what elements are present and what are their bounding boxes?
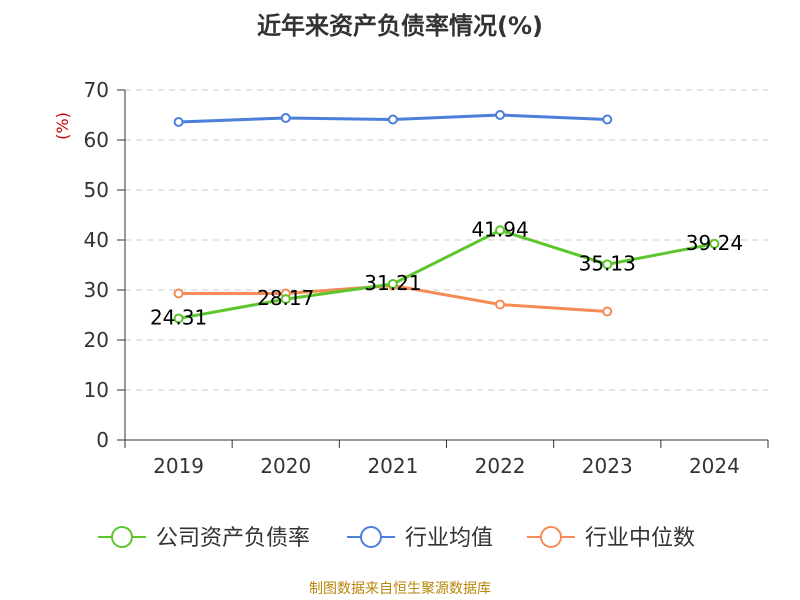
data-point — [602, 306, 613, 317]
data-point — [387, 114, 398, 125]
data-label: 35.13 — [579, 251, 636, 275]
data-label: 28.17 — [257, 286, 314, 310]
legend-marker — [111, 526, 133, 548]
y-tick-label: 0 — [96, 428, 109, 452]
legend-label: 公司资产负债率 — [156, 526, 310, 551]
x-tick-label: 2020 — [260, 454, 311, 478]
data-point — [173, 117, 184, 127]
y-tick-label: 30 — [84, 278, 109, 302]
y-tick-label: 40 — [84, 228, 109, 252]
data-label: 39.24 — [686, 231, 743, 255]
grid-lines — [125, 89, 768, 391]
x-tick-label: 2023 — [582, 454, 633, 478]
y-tick-label: 50 — [84, 178, 109, 202]
data-point — [280, 113, 291, 123]
data-points — [173, 110, 720, 324]
data-point — [280, 294, 291, 305]
x-tick-label: 2024 — [689, 454, 740, 478]
x-tick-label: 2022 — [475, 454, 526, 478]
data-labels: 24.31 28.17 31.21 41.94 35.13 39.24 — [150, 217, 743, 329]
legend-label: 行业均值 — [405, 526, 493, 551]
data-point — [495, 299, 506, 310]
legend-label: 行业中位数 — [585, 526, 695, 551]
data-point — [495, 225, 506, 236]
data-point — [495, 110, 506, 120]
y-axis-label: (%) — [53, 112, 72, 140]
data-point — [709, 238, 720, 249]
y-tick-label: 60 — [84, 128, 109, 152]
y-tick-label: 20 — [84, 328, 109, 352]
data-label: 24.31 — [150, 305, 207, 329]
source-note: 制图数据来自恒生聚源数据库 — [309, 581, 491, 597]
data-point — [173, 288, 184, 299]
data-point — [602, 114, 613, 125]
axes: 0 10 20 30 40 50 60 70 2019 2020 2021 2022 2023 2024 (… — [53, 78, 769, 478]
legend-marker — [360, 526, 382, 548]
y-tick-label: 10 — [84, 378, 109, 402]
data-point — [602, 259, 613, 270]
data-label: 31.21 — [364, 271, 421, 295]
legend: 公司资产负债率 行业均值 行业中位数 — [98, 526, 695, 551]
data-label: 41.94 — [471, 217, 528, 241]
series-line — [178, 228, 715, 320]
x-tick-label: 2021 — [367, 454, 418, 478]
x-tick-label: 2019 — [153, 454, 204, 478]
data-point — [173, 313, 184, 324]
chart-title: 近年来资产负债率情况(%) — [257, 12, 543, 40]
data-point — [387, 278, 398, 289]
y-tick-label: 70 — [84, 78, 109, 102]
legend-marker — [540, 526, 562, 548]
